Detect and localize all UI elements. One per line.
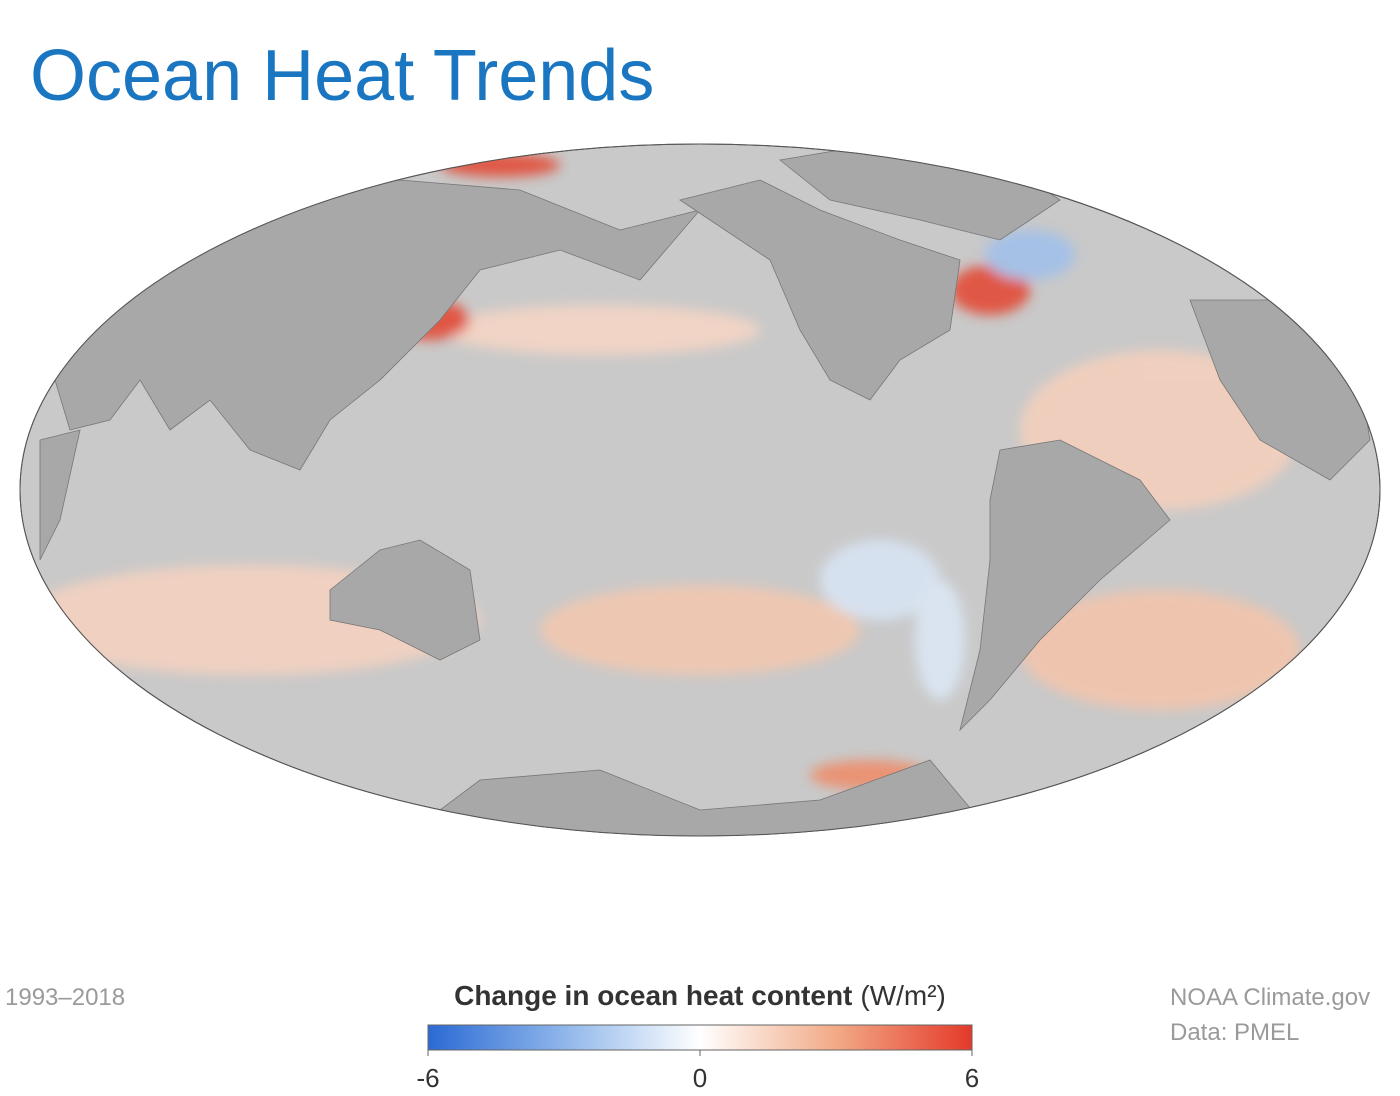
credit: NOAA Climate.gov (1170, 984, 1370, 1011)
tick-label: 6 (965, 1063, 979, 1093)
period: 1993–2018 (5, 984, 125, 1011)
legend-heading: Change in ocean heat content (W/m²) (454, 980, 946, 1011)
tick-label: -6 (416, 1063, 439, 1093)
credit: Data: PMEL (1170, 1019, 1299, 1046)
legend-title: Change in ocean heat content (454, 980, 852, 1011)
map (19, 143, 1381, 837)
title: Ocean Heat Trends (30, 36, 654, 116)
legend-unit: (W/m²) (860, 980, 946, 1011)
colorbar-ticks: -6 0 6 (416, 1050, 979, 1093)
tick-label: 0 (693, 1063, 707, 1093)
colorbar (427, 1024, 973, 1051)
